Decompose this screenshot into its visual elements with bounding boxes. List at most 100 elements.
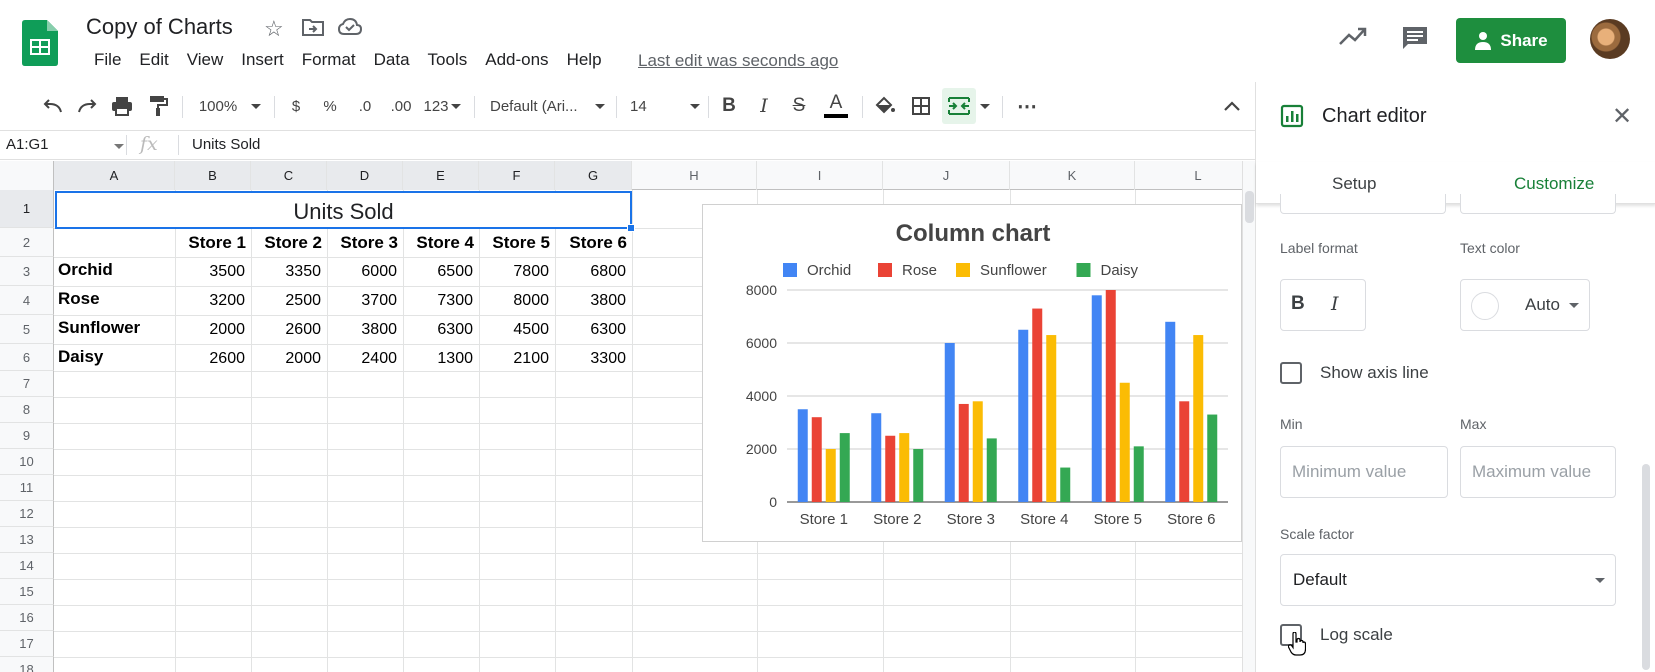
data-cell[interactable]: 6500 [437,263,473,280]
fill-color-icon[interactable] [872,88,898,124]
zoom-select[interactable]: 100% [195,88,265,124]
column-label-cell[interactable]: Store 3 [340,233,398,252]
document-title[interactable]: Copy of Charts [86,14,233,39]
tab-customize[interactable]: Customize [1514,174,1595,193]
row-header[interactable]: 18 [0,657,54,672]
name-box[interactable]: A1:G1 [6,136,49,153]
data-cell[interactable]: 1300 [437,350,473,367]
text-color-button[interactable]: A [822,88,850,124]
menu-file[interactable]: File [94,50,122,69]
column-header[interactable]: D [327,161,403,190]
avatar[interactable] [1590,19,1630,59]
borders-icon[interactable] [908,88,934,124]
data-cell[interactable]: 2100 [513,350,549,367]
row-header[interactable]: 6 [0,344,54,371]
data-cell[interactable]: 3800 [361,321,397,338]
editor-scrollbar-thumb[interactable] [1642,464,1650,670]
data-cell[interactable]: 2600 [285,321,321,338]
max-value-input[interactable]: Maximum value [1460,446,1616,498]
data-cell[interactable]: 4500 [513,321,549,338]
menu-insert[interactable]: Insert [241,50,284,69]
column-header[interactable]: L [1135,161,1242,190]
row-label-cell[interactable]: Rose [58,289,100,308]
data-cell[interactable]: 3800 [590,292,626,309]
data-cell[interactable]: 2500 [285,292,321,309]
collapse-menu-icon[interactable] [1220,88,1244,124]
bold-button[interactable]: B [722,95,736,116]
scrollbar-thumb[interactable] [1245,191,1254,223]
cloud-saved-icon[interactable] [338,18,362,36]
row-label-cell[interactable]: Daisy [58,347,104,366]
data-cell[interactable]: 2000 [209,321,245,338]
star-icon[interactable]: ☆ [264,16,284,41]
currency-format-button[interactable]: $ [291,97,301,115]
column-label-cell[interactable]: Store 1 [188,233,246,252]
data-cell[interactable]: 3300 [590,350,626,367]
data-cell[interactable]: 6800 [590,263,626,280]
data-cell[interactable]: 3500 [209,263,245,280]
percent-format-button[interactable]: % [323,97,337,115]
sheets-logo-icon[interactable] [22,20,58,66]
column-header[interactable]: A [54,161,175,190]
column-header[interactable]: H [632,161,757,190]
column-header[interactable]: E [403,161,479,190]
print-icon[interactable] [108,88,136,124]
row-header[interactable]: 12 [0,501,54,527]
strikethrough-button[interactable]: S [792,95,806,116]
min-value-input[interactable]: Minimum value [1280,446,1448,498]
column-header[interactable]: G [555,161,632,190]
column-header[interactable]: K [1010,161,1135,190]
tab-setup[interactable]: Setup [1332,174,1377,193]
column-header[interactable]: F [479,161,555,190]
merge-type-dropdown[interactable] [978,88,992,124]
column-label-cell[interactable]: Store 6 [569,233,627,252]
menu-format[interactable]: Format [301,50,356,69]
data-cell[interactable]: 3200 [209,292,245,309]
select-all-corner[interactable] [0,161,54,190]
italic-button[interactable]: I [760,95,768,117]
number-format-select[interactable]: 123 [420,88,464,124]
data-cell[interactable]: 2600 [209,350,245,367]
column-label-cell[interactable]: Store 5 [492,233,550,252]
row-header[interactable]: 16 [0,605,54,631]
text-color-select[interactable]: Auto [1460,279,1590,331]
column-header[interactable]: I [757,161,883,190]
row-header[interactable]: 2 [0,228,54,257]
data-cell[interactable]: 7300 [437,292,473,309]
row-header[interactable]: 11 [0,475,54,501]
font-select-partial[interactable] [1280,194,1446,214]
formula-input[interactable]: Units Sold [192,136,261,153]
font-family-select[interactable]: Default (Ari... [490,88,605,124]
selection-fill-handle[interactable] [627,224,635,232]
data-cell[interactable]: 3700 [361,292,397,309]
move-folder-icon[interactable] [302,18,324,36]
row-header[interactable]: 3 [0,257,54,286]
font-size-select-partial[interactable] [1460,194,1616,214]
row-header[interactable]: 10 [0,449,54,475]
column-header[interactable]: C [251,161,327,190]
font-size-select[interactable]: 14 [630,88,700,124]
row-header[interactable]: 14 [0,553,54,579]
column-header[interactable]: B [175,161,251,190]
menu-data[interactable]: Data [373,50,410,69]
menu-help[interactable]: Help [566,50,602,69]
last-edit-link[interactable]: Last edit was seconds ago [638,51,839,70]
data-cell[interactable]: 6300 [590,321,626,338]
paint-format-icon[interactable] [144,88,172,124]
bold-button[interactable]: B [1291,293,1305,314]
row-header[interactable]: 17 [0,631,54,657]
data-cell[interactable]: 8000 [513,292,549,309]
data-cell[interactable]: 3350 [285,263,321,280]
menu-edit[interactable]: Edit [139,50,169,69]
row-header[interactable]: 7 [0,371,54,397]
menu-view[interactable]: View [186,50,224,69]
row-label-cell[interactable]: Orchid [58,260,113,279]
explore-trend-icon[interactable] [1338,26,1368,46]
row-header[interactable]: 13 [0,527,54,553]
redo-icon[interactable] [74,88,102,124]
decrease-decimal-button[interactable]: .0 [352,88,378,124]
column-chart[interactable]: Column chart Orchid Rose Sunflower Daisy 0 200… [702,204,1242,542]
comments-icon[interactable] [1402,26,1428,50]
undo-icon[interactable] [38,88,66,124]
